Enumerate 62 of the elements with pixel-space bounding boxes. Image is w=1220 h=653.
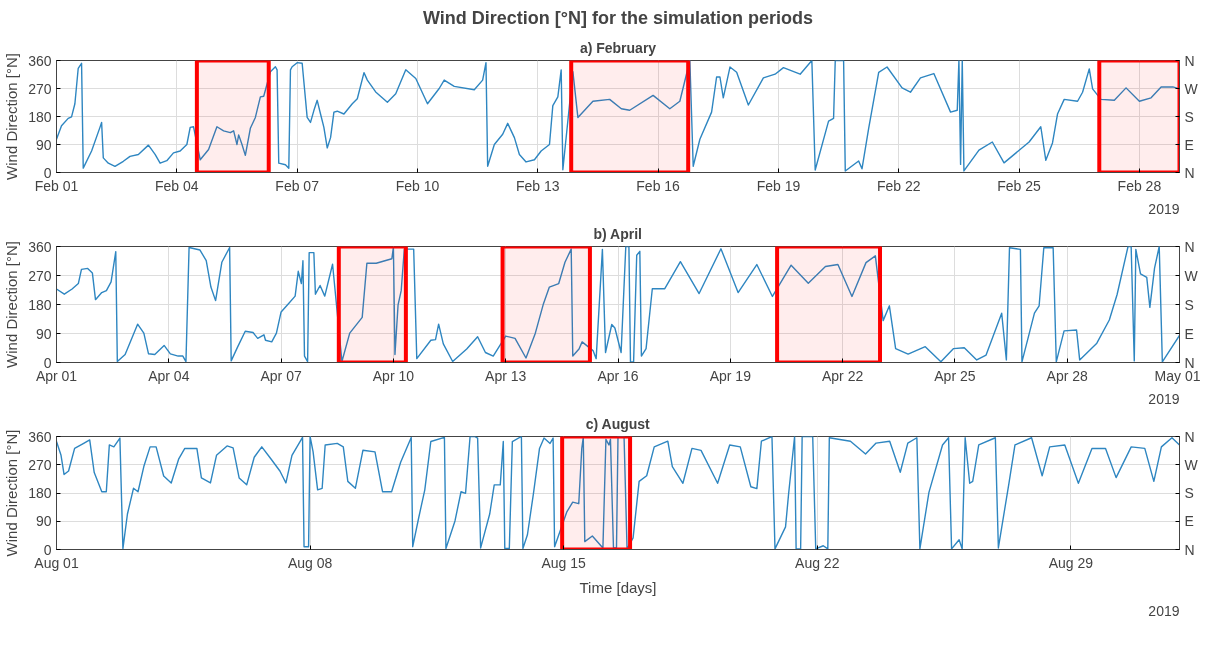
category-label: E bbox=[1184, 136, 1194, 153]
text: 2019 bbox=[1148, 602, 1180, 619]
category-label: W bbox=[1184, 267, 1198, 284]
x-tick-label: Feb 19 bbox=[756, 177, 801, 194]
x-tick-label: Feb 25 bbox=[997, 177, 1042, 194]
y-tick-label: 270 bbox=[28, 80, 52, 97]
x-tick-label: Aug 29 bbox=[1048, 554, 1094, 571]
y-tick-label: 90 bbox=[35, 136, 52, 153]
category-label: S bbox=[1184, 485, 1194, 501]
category-label: E bbox=[1184, 325, 1194, 342]
text: 2019 bbox=[1148, 390, 1180, 407]
x-tick-label: Aug 08 bbox=[287, 554, 333, 571]
chart-subtitle: a) February bbox=[579, 39, 657, 56]
y-tick-label: 270 bbox=[28, 456, 52, 473]
x-tick-label: Feb 22 bbox=[876, 177, 921, 194]
category-label: N bbox=[1184, 428, 1195, 445]
category-label: N bbox=[1184, 52, 1195, 69]
category-label: S bbox=[1184, 108, 1194, 125]
category-label: N bbox=[1184, 238, 1195, 255]
y-tick-label: 180 bbox=[28, 296, 52, 313]
chart-title: b) April bbox=[593, 225, 642, 242]
y-tick-label: 360 bbox=[28, 238, 52, 255]
x-tick-label: Apr 28 bbox=[1046, 367, 1089, 384]
category-label: N bbox=[1184, 541, 1195, 558]
y-tick-label: 270 bbox=[28, 267, 52, 284]
category-label: E bbox=[1184, 513, 1194, 530]
y-tick-label: 360 bbox=[28, 428, 52, 445]
x-tick-label: Apr 22 bbox=[821, 367, 864, 384]
x-tick-label: Feb 13 bbox=[515, 177, 560, 194]
y-tick-label: 360 bbox=[28, 52, 52, 69]
y-tick-label: 180 bbox=[28, 108, 52, 125]
line-series bbox=[56, 60, 1180, 172]
category-label: W bbox=[1184, 456, 1198, 473]
line-series bbox=[56, 436, 1180, 550]
chart-title: c) August bbox=[585, 415, 651, 432]
x-tick-label: Apr 07 bbox=[260, 367, 302, 384]
x-tick-label: Feb 10 bbox=[395, 177, 440, 194]
x-tick-label: Apr 25 bbox=[934, 367, 976, 384]
x-tick-label: Apr 04 bbox=[148, 367, 190, 384]
chart-title: Wind Direction [°N] for the simulation periods bbox=[422, 7, 814, 28]
text: 2019 bbox=[1148, 200, 1180, 217]
category-label: W bbox=[1184, 80, 1198, 97]
y-axis-title: Wind Direction [°N] bbox=[3, 53, 21, 180]
x-tick-label: Feb 04 bbox=[155, 177, 199, 194]
y-tick-label: 90 bbox=[35, 513, 52, 530]
y-axis-title: Wind Direction [°N] bbox=[3, 429, 21, 557]
x-tick-label: Feb 28 bbox=[1117, 177, 1162, 194]
x-tick-label: Feb 16 bbox=[636, 177, 681, 194]
y-axis-title: Wind Direction [°N] bbox=[3, 241, 21, 368]
category-label: N bbox=[1184, 164, 1195, 181]
y-tick-label: 180 bbox=[28, 485, 52, 501]
x-tick-label: Aug 22 bbox=[795, 554, 840, 571]
x-tick-label: Apr 13 bbox=[485, 367, 527, 384]
x-tick-label: Apr 16 bbox=[597, 367, 639, 384]
line-series bbox=[56, 246, 1180, 363]
x-tick-label: Feb 07 bbox=[275, 177, 320, 194]
x-tick-label: Aug 15 bbox=[541, 554, 587, 571]
x-tick-label: Apr 19 bbox=[709, 367, 752, 384]
x-axis-title: Time [days] bbox=[579, 578, 657, 596]
y-tick-label: 90 bbox=[35, 325, 52, 342]
x-tick-label: Apr 10 bbox=[372, 367, 415, 384]
category-label: S bbox=[1184, 296, 1194, 313]
